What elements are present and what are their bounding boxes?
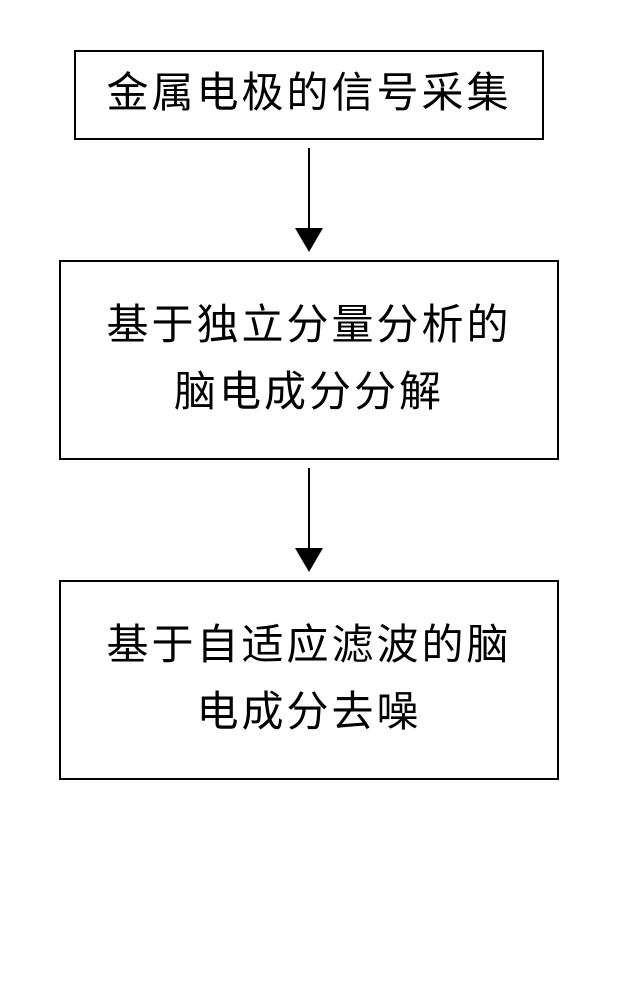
flowchart-arrow-2 xyxy=(295,460,323,580)
arrow-head-icon xyxy=(295,228,323,252)
node-3-text-line-1: 基于自适应滤波的脑 xyxy=(106,613,511,680)
flowchart-arrow-1 xyxy=(295,140,323,260)
arrow-line xyxy=(308,148,310,228)
flowchart-container: 金属电极的信号采集 基于独立分量分析的 脑电成分分解 基于自适应滤波的脑 电成分… xyxy=(0,50,618,780)
node-2-text-line-2: 脑电成分分解 xyxy=(174,360,444,427)
node-1-text: 金属电极的信号采集 xyxy=(106,61,511,128)
flowchart-node-3: 基于自适应滤波的脑 电成分去噪 xyxy=(59,580,559,780)
arrow-line xyxy=(308,468,310,548)
arrow-head-icon xyxy=(295,548,323,572)
node-2-text-line-1: 基于独立分量分析的 xyxy=(106,293,511,360)
flowchart-node-1: 金属电极的信号采集 xyxy=(74,50,544,140)
flowchart-node-2: 基于独立分量分析的 脑电成分分解 xyxy=(59,260,559,460)
node-3-text-line-2: 电成分去噪 xyxy=(196,680,421,747)
